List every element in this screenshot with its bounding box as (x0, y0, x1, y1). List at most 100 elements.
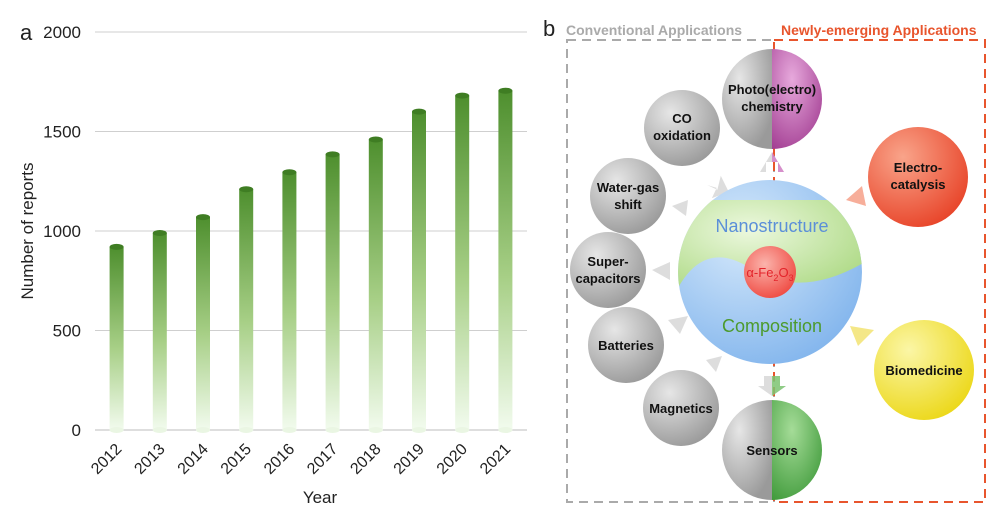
y-tick-label: 1000 (43, 222, 81, 241)
emerging-title: Newly-emerging Applications (781, 22, 977, 38)
arrow-to-photo-purple (772, 152, 784, 172)
batteries-label: Batteries (598, 338, 654, 353)
x-tick-label: 2017 (304, 441, 341, 478)
y-tick-label: 2000 (43, 23, 81, 42)
sc-line2: capacitors (575, 271, 640, 286)
electro-line1: Electro- (894, 160, 942, 175)
y-tick-label: 500 (53, 322, 81, 341)
bar-cap (196, 214, 210, 221)
x-tick-label: 2015 (218, 441, 255, 478)
bar-base (282, 427, 297, 433)
bar-cap (109, 243, 124, 250)
y-tick-label: 0 (72, 421, 81, 440)
x-tick-label: 2013 (131, 441, 168, 478)
panel-a-label: a (20, 20, 33, 45)
arrow-to-sensors-green (772, 376, 786, 396)
photo-line2: chemistry (741, 99, 803, 114)
x-tick-label: 2018 (347, 441, 384, 478)
x-tick-labels: 2012 2013 2014 2015 2016 2017 2018 2019 2020 2021 (88, 441, 514, 478)
bar-base (368, 427, 383, 433)
bar-base (239, 427, 254, 433)
bar (368, 136, 383, 433)
photo-line1: Photo(electro) (728, 82, 816, 97)
bubble-magnetics: Magnetics (643, 370, 719, 446)
arrows (652, 152, 874, 396)
x-tick-label: 2021 (477, 441, 514, 478)
bar-cap (498, 87, 513, 94)
bar-base (109, 427, 124, 433)
bar-body (152, 232, 167, 430)
bar-cap (412, 108, 426, 115)
x-tick-label: 2016 (261, 441, 298, 478)
bubble-biomedicine: Biomedicine (874, 320, 974, 420)
arrow-to-biomedicine (850, 326, 874, 346)
bar-cap (455, 92, 470, 99)
bubble-supercapacitors: Super- capacitors (570, 232, 646, 308)
arrow-to-electrocatalysis (846, 186, 866, 206)
arrow-to-supercapacitors (652, 262, 670, 280)
bar-base (455, 427, 470, 433)
bar-cap (368, 136, 383, 143)
arrow-to-magnetics (706, 356, 722, 372)
bar-base (325, 427, 340, 433)
bar-base (196, 427, 210, 433)
bubble-batteries: Batteries (588, 307, 664, 383)
bar-body (109, 246, 124, 430)
co-line1: CO (672, 111, 692, 126)
sensors-label: Sensors (746, 443, 797, 458)
x-tick-label: 2020 (434, 441, 471, 478)
bubble-photo-electro-chemistry: Photo(electro) chemistry (722, 49, 822, 149)
biomedicine-label: Biomedicine (885, 363, 962, 378)
bar-body (498, 90, 513, 430)
bar-cap (325, 151, 340, 158)
bubble-sensors: Sensors (722, 400, 822, 500)
bar (109, 243, 124, 433)
bar-body (282, 172, 297, 431)
bar-body (368, 139, 383, 430)
bar-base (152, 427, 167, 433)
bar-cap (282, 169, 297, 176)
bar (412, 108, 426, 433)
arrow-to-batteries (668, 316, 688, 334)
gridlines (95, 31, 527, 431)
bar-body (239, 189, 254, 430)
bar-body (325, 154, 340, 430)
wgs-line2: shift (614, 197, 642, 212)
y-axis-label: Number of reports (18, 163, 37, 300)
x-tick-label: 2019 (391, 441, 428, 478)
panel-b-label: b (543, 16, 555, 41)
y-tick-label: 1500 (43, 123, 81, 142)
bar (325, 151, 340, 433)
bubble-electrocatalysis: Electro- catalysis (868, 127, 968, 227)
x-tick-label: 2014 (175, 441, 212, 478)
bar (498, 87, 513, 433)
conventional-title: Conventional Applications (566, 22, 742, 38)
bar-cap (152, 229, 167, 236)
magnetics-label: Magnetics (649, 401, 713, 416)
bar-base (412, 427, 426, 433)
bar-body (196, 217, 210, 430)
x-axis-label: Year (303, 488, 338, 507)
bar (455, 92, 470, 433)
bar-body (455, 95, 470, 431)
sc-line1: Super- (587, 254, 628, 269)
composition-label: Composition (722, 316, 822, 336)
bar (152, 229, 167, 433)
bubble-water-gas-shift: Water-gas shift (590, 158, 666, 234)
bar (239, 186, 254, 433)
fe2o3-core (744, 246, 796, 298)
bar (282, 169, 297, 433)
x-tick-label: 2012 (88, 441, 125, 478)
bar (196, 214, 210, 433)
bars (109, 87, 513, 433)
bar-base (498, 427, 513, 433)
electro-line2: catalysis (891, 177, 946, 192)
bar-cap (239, 186, 254, 193)
arrow-to-co (707, 175, 729, 199)
bar-body (412, 111, 426, 430)
center-circle: Nanostructure Composition α-Fe2O3 (678, 180, 862, 364)
nanostructure-label: Nanostructure (715, 216, 828, 236)
arrow-to-water-gas (672, 200, 688, 216)
